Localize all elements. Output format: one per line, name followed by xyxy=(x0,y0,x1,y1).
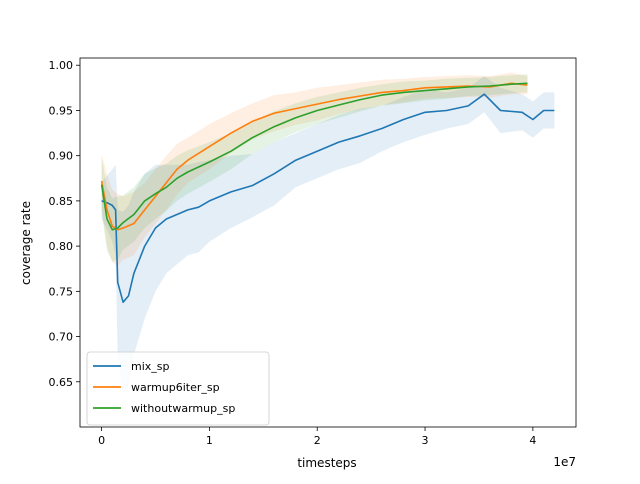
x-tick-label: 4 xyxy=(529,434,536,447)
x-axis-ticks: 0 1 2 3 4 xyxy=(98,427,536,447)
y-tick-label: 0.65 xyxy=(49,376,74,389)
x-tick-label: 2 xyxy=(314,434,321,447)
y-axis-label: coverage rate xyxy=(19,201,33,285)
legend-label-mix-sp: mix_sp xyxy=(131,360,170,373)
legend: mix_sp warmup6iter_sp withoutwarmup_sp xyxy=(86,351,270,426)
y-tick-label: 0.75 xyxy=(49,285,74,298)
x-tick-label: 3 xyxy=(422,434,429,447)
confidence-bands xyxy=(101,72,555,393)
legend-label-warmup6iter-sp: warmup6iter_sp xyxy=(131,381,220,394)
series-line-mix-sp xyxy=(101,93,555,304)
axes-frame xyxy=(79,57,577,428)
series-lines xyxy=(100,82,555,304)
y-axis-ticks: 0.65 0.70 0.75 0.80 0.85 0.90 0.95 1.00 xyxy=(49,59,80,389)
y-tick-label: 0.95 xyxy=(49,104,74,117)
legend-label-withoutwarmup-sp: withoutwarmup_sp xyxy=(131,402,235,415)
series-line-warmup6iter-sp xyxy=(100,82,528,231)
legend-box xyxy=(86,351,270,426)
band-mix-sp xyxy=(101,76,555,393)
y-tick-label: 0.90 xyxy=(49,150,74,163)
x-tick-label: 1 xyxy=(206,434,213,447)
y-tick-label: 1.00 xyxy=(49,59,74,72)
y-tick-label: 0.85 xyxy=(49,195,74,208)
x-axis-label: timesteps xyxy=(297,456,356,470)
series-line-withoutwarmup-sp xyxy=(100,82,528,231)
y-tick-label: 0.80 xyxy=(49,240,74,253)
y-tick-label: 0.70 xyxy=(49,331,74,344)
x-tick-label: 0 xyxy=(98,434,105,447)
x-axis-offset-label: 1e7 xyxy=(553,455,576,469)
